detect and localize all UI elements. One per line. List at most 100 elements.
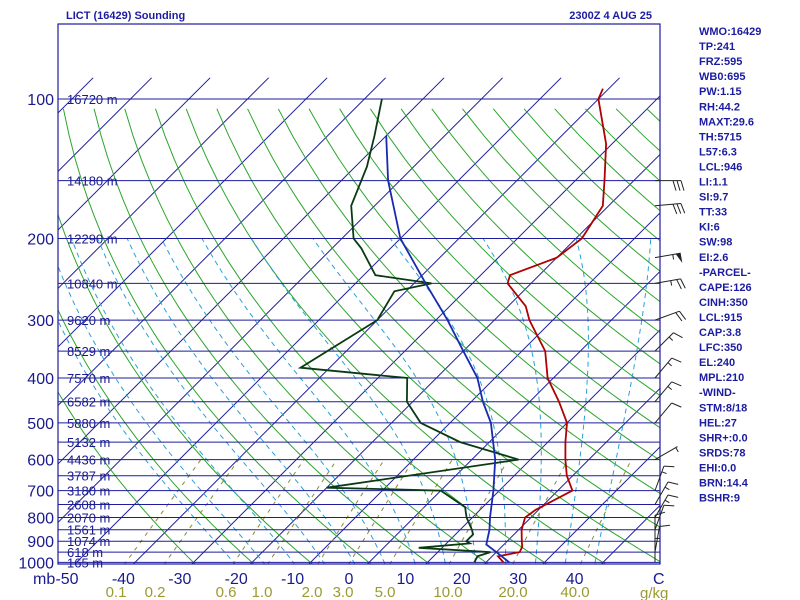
height-label: 5880 m bbox=[67, 416, 110, 431]
dry-adiabat-line bbox=[58, 391, 196, 564]
temperature-tick-label: 0 bbox=[345, 571, 354, 588]
wind-barb-halfflag bbox=[664, 499, 670, 504]
wind-barb bbox=[654, 310, 687, 322]
wind-barb-staff bbox=[654, 203, 681, 207]
moist-adiabat-line bbox=[58, 319, 236, 564]
isotherm-line bbox=[58, 77, 386, 407]
isotherm-line bbox=[58, 77, 503, 524]
sounding-indices-panel: WMO:16429 TP:241 FRZ:595 WB0:695 PW:1.15 RH:4… bbox=[699, 26, 761, 505]
moist-adiabat-line bbox=[250, 238, 446, 564]
sounding-index: STM:8/18 bbox=[699, 402, 747, 414]
sounding-index: EHI:0.0 bbox=[699, 462, 736, 474]
wind-barb-halfflag bbox=[675, 447, 679, 453]
dry-adiabat-line bbox=[124, 108, 490, 564]
wind-barb-staff bbox=[654, 278, 681, 284]
mixing-ratio-line bbox=[348, 459, 415, 564]
dry-adiabat-line bbox=[739, 109, 800, 572]
height-label: 3787 m bbox=[67, 469, 110, 484]
sounding-index: LCL:946 bbox=[699, 161, 742, 173]
mixing-ratio-line bbox=[124, 459, 202, 564]
isotherm-line bbox=[542, 446, 660, 564]
dry-adiabat-line bbox=[462, 108, 660, 303]
temperature-unit: C bbox=[653, 571, 665, 588]
isotherm-line bbox=[425, 329, 660, 564]
parcel-profile-line bbox=[385, 135, 510, 564]
height-label: 10840 m bbox=[67, 276, 118, 291]
height-label: 618 m bbox=[67, 545, 103, 560]
height-label: 1561 m bbox=[67, 523, 110, 538]
mixing-ratio-unit: g/kg bbox=[640, 585, 668, 600]
moist-adiabat-line bbox=[160, 238, 386, 564]
isotherm-line bbox=[191, 95, 660, 564]
wind-barb-halfflag bbox=[672, 254, 675, 260]
wind-barb bbox=[654, 494, 679, 518]
sounding-index: EL:240 bbox=[699, 357, 735, 369]
mixing-ratio-label: 0.6 bbox=[216, 584, 237, 600]
pressure-tick-label: 800 bbox=[27, 510, 54, 527]
wind-barb bbox=[654, 402, 682, 424]
pressure-tick-label: 400 bbox=[27, 371, 54, 388]
sounding-index: -WIND- bbox=[699, 387, 736, 399]
sounding-index: FRZ:595 bbox=[699, 56, 742, 68]
sounding-index: SW:98 bbox=[699, 237, 732, 249]
sounding-index: LFC:350 bbox=[699, 342, 742, 354]
temperature-profile-line bbox=[496, 88, 608, 564]
dry-adiabat-line bbox=[369, 108, 660, 397]
dry-adiabat-line bbox=[216, 108, 660, 563]
height-label: 6582 m bbox=[67, 395, 110, 410]
wind-barb-flag bbox=[667, 494, 679, 498]
height-label: 4436 m bbox=[67, 453, 110, 468]
pressure-tick-label: 600 bbox=[27, 453, 54, 470]
sounding-index: HEL:27 bbox=[699, 417, 737, 429]
wind-barb-halfflag bbox=[667, 385, 673, 390]
height-label: 2608 m bbox=[67, 498, 110, 513]
mixing-ratio-line bbox=[267, 459, 338, 564]
isotherm-line bbox=[58, 77, 445, 465]
isotherm-line bbox=[58, 77, 328, 348]
mixing-ratio-line bbox=[232, 459, 305, 564]
wind-barb-flag bbox=[679, 310, 687, 320]
height-label: 9620 m bbox=[67, 313, 110, 328]
sounding-index: CAP:3.8 bbox=[699, 327, 741, 339]
wind-barb-halfflag bbox=[670, 280, 673, 286]
mixing-ratio-label: 40.0 bbox=[560, 584, 589, 600]
wind-barb-staff bbox=[654, 381, 673, 403]
mixing-ratio-line bbox=[389, 459, 453, 564]
height-label: 16720 m bbox=[67, 92, 118, 107]
wind-barb-pennant bbox=[675, 253, 683, 264]
dry-adiabat-line bbox=[247, 108, 660, 528]
sounding-index: BRN:14.4 bbox=[699, 478, 749, 490]
wind-barb-staff bbox=[654, 402, 673, 424]
isotherm-line bbox=[132, 77, 620, 564]
wind-barb-staff bbox=[654, 357, 673, 379]
wind-barb-halfflag bbox=[667, 362, 673, 367]
sounding-index: MPL:210 bbox=[699, 372, 744, 384]
isotherm-line bbox=[600, 504, 660, 564]
wind-barb-staff bbox=[654, 332, 674, 352]
wind-barb-staff bbox=[654, 446, 678, 461]
moist-adiabat-line bbox=[594, 238, 652, 564]
wind-barb-flag bbox=[672, 180, 677, 191]
chart-title: LICT (16429) Sounding bbox=[66, 10, 185, 22]
height-label: 5132 m bbox=[67, 435, 110, 450]
mixing-ratio-label: 3.0 bbox=[333, 584, 354, 600]
height-label: 14180 m bbox=[67, 174, 118, 189]
sounding-index: SI:9.7 bbox=[699, 192, 728, 204]
wind-barb bbox=[654, 278, 686, 290]
isotherm-line bbox=[74, 77, 562, 564]
sounding-index: TP:241 bbox=[699, 41, 735, 53]
pressure-tick-label: 300 bbox=[27, 313, 54, 330]
temperature-tick-label: -40 bbox=[112, 571, 135, 588]
moist-adiabat-line bbox=[58, 264, 266, 564]
mixing-ratio-line bbox=[512, 459, 569, 564]
sounding-index: LI:1.1 bbox=[699, 177, 728, 189]
moist-adiabat-line bbox=[126, 238, 356, 564]
wind-barb-flag bbox=[671, 381, 682, 387]
pressure-tick-label: 100 bbox=[27, 92, 54, 109]
wind-barb bbox=[655, 180, 685, 191]
wind-barb-staff bbox=[654, 505, 665, 530]
sounding-index: WB0:695 bbox=[699, 71, 745, 83]
sounding-index: LCL:915 bbox=[699, 312, 742, 324]
wind-barb-staff bbox=[654, 310, 680, 321]
pressure-tick-label: 500 bbox=[27, 416, 54, 433]
